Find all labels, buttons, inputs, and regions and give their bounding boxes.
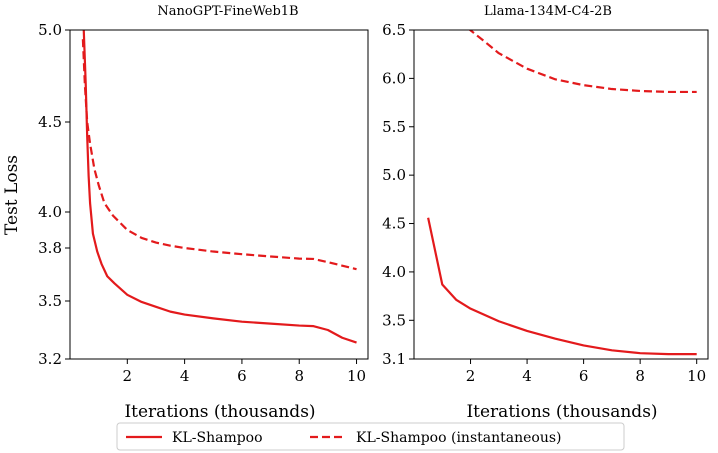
left-x-tick-label: 10 [347,367,366,385]
left-plot-frame [69,29,369,360]
right-y-tick-label: 5.0 [382,166,406,184]
left-y-tick-label: 3.5 [38,292,62,310]
left-y-tick-label: 5.0 [38,21,62,39]
left-x-tick-label: 2 [123,367,133,385]
left-panel-title: NanoGPT-FineWeb1B [157,4,298,19]
right-panel: Llama-134M-C4-2B 2 4 6 8 10 6.5 6.0 5.5 5.0 4.5 4.… [382,4,709,422]
right-x-tick-label: 6 [579,367,589,385]
legend-box [116,422,625,451]
left-y-tick-label: 3.2 [38,350,62,368]
left-panel: NanoGPT-FineWeb1B 2 4 6 8 10 5.0 4.5 4.0 3.8 3.5 3… [2,4,369,422]
legend-label-kl-shampoo-instantaneous: KL-Shampoo (instantaneous) [356,430,561,446]
left-y-tick-label: 4.5 [38,113,62,131]
right-x-tick-label: 10 [687,367,706,385]
right-x-axis-label: Iterations (thousands) [466,402,657,422]
right-x-tick-label: 4 [522,367,532,385]
right-y-tick-label: 4.0 [382,263,406,281]
left-y-tick-label: 4.0 [38,203,62,221]
left-x-tick-label: 8 [294,367,304,385]
left-y-tick-label: 3.8 [38,239,62,257]
right-x-tick-label: 8 [635,367,645,385]
right-x-tick-label: 2 [466,367,476,385]
right-y-tick-label: 5.5 [382,118,406,136]
left-x-axis-label: Iterations (thousands) [124,402,315,422]
left-x-tick-label: 4 [180,367,190,385]
right-y-tick-label: 3.1 [382,350,406,368]
left-x-tick-label: 6 [237,367,247,385]
left-series-kl-shampoo [82,30,357,344]
right-y-tick-label: 6.0 [382,69,406,87]
right-y-tick-label: 6.5 [382,21,406,39]
right-series-kl-shampoo-instantaneous [468,30,697,94]
right-series-kl-shampoo [427,217,697,356]
legend: KL-Shampoo KL-Shampoo (instantaneous) [116,422,625,451]
left-series-kl-shampoo-instantaneous [81,39,357,271]
legend-label-kl-shampoo: KL-Shampoo [172,430,263,446]
left-y-axis-label: Test Loss [2,155,22,235]
right-plot-frame [413,29,709,360]
right-y-tick-label: 3.5 [382,311,406,329]
right-y-tick-label: 4.5 [382,215,406,233]
right-panel-title: Llama-134M-C4-2B [484,4,612,19]
